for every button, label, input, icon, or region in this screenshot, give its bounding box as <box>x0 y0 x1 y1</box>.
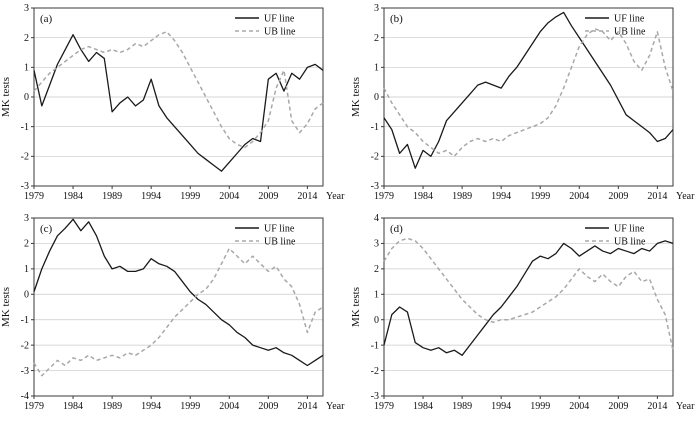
svg-text:-2: -2 <box>371 152 379 163</box>
svg-text:1979: 1979 <box>374 401 394 412</box>
svg-text:1999: 1999 <box>530 191 550 202</box>
svg-text:(b): (b) <box>390 13 403 25</box>
svg-text:0: 0 <box>374 92 379 103</box>
svg-text:-3: -3 <box>371 391 379 402</box>
svg-text:UB line: UB line <box>264 27 296 38</box>
panel-d-chart: -3 -2 -1 0 1 2 3 4 1979 1984 1989 1994 1999 2004 2009 2… <box>350 210 700 420</box>
svg-text:0: 0 <box>24 289 29 300</box>
svg-text:1989: 1989 <box>102 401 122 412</box>
svg-text:4: 4 <box>374 213 379 224</box>
svg-text:2: 2 <box>374 33 379 44</box>
svg-text:1999: 1999 <box>180 191 200 202</box>
svg-text:-2: -2 <box>21 152 29 163</box>
svg-text:UB line: UB line <box>264 237 296 248</box>
svg-text:UB line: UB line <box>614 27 646 38</box>
svg-text:2009: 2009 <box>258 191 278 202</box>
svg-text:1984: 1984 <box>63 191 83 202</box>
svg-text:Year: Year <box>326 191 345 202</box>
panel-a: -3 -2 -1 0 1 2 3 1979 1984 1989 1994 1999 2004 2009 20… <box>0 0 350 210</box>
svg-text:MK tests: MK tests <box>0 77 12 117</box>
svg-text:1979: 1979 <box>24 401 44 412</box>
svg-text:Year: Year <box>326 401 345 412</box>
svg-text:-2: -2 <box>371 366 379 377</box>
svg-text:1984: 1984 <box>413 401 433 412</box>
panel-d: -3 -2 -1 0 1 2 3 4 1979 1984 1989 1994 1999 2004 2009 2… <box>350 210 700 421</box>
svg-text:(a): (a) <box>40 13 53 25</box>
svg-text:1984: 1984 <box>413 191 433 202</box>
svg-text:1979: 1979 <box>374 191 394 202</box>
svg-text:2004: 2004 <box>569 401 589 412</box>
svg-text:2004: 2004 <box>219 191 239 202</box>
svg-text:3: 3 <box>24 213 29 224</box>
svg-text:-3: -3 <box>21 366 29 377</box>
svg-text:2009: 2009 <box>258 401 278 412</box>
panel-c-chart: -4 -3 -2 -1 0 1 2 3 1979 1984 1989 1994 1999 2004 2009… <box>0 210 350 420</box>
svg-text:2014: 2014 <box>297 401 317 412</box>
svg-text:2: 2 <box>24 33 29 44</box>
svg-text:1: 1 <box>24 63 29 74</box>
svg-text:2009: 2009 <box>608 401 628 412</box>
svg-text:0: 0 <box>374 315 379 326</box>
svg-text:-3: -3 <box>371 181 379 192</box>
svg-text:1979: 1979 <box>24 191 44 202</box>
svg-text:MK tests: MK tests <box>0 287 12 327</box>
svg-text:-2: -2 <box>21 340 29 351</box>
svg-text:1999: 1999 <box>180 401 200 412</box>
svg-text:1989: 1989 <box>452 191 472 202</box>
svg-text:2004: 2004 <box>569 191 589 202</box>
svg-text:2014: 2014 <box>297 191 317 202</box>
svg-text:1: 1 <box>374 289 379 300</box>
panel-c: -4 -3 -2 -1 0 1 2 3 1979 1984 1989 1994 1999 2004 2009… <box>0 210 350 421</box>
panel-a-chart: -3 -2 -1 0 1 2 3 1979 1984 1989 1994 1999 2004 2009 20… <box>0 0 350 210</box>
svg-text:1: 1 <box>374 63 379 74</box>
svg-text:2014: 2014 <box>647 191 667 202</box>
svg-text:0: 0 <box>24 92 29 103</box>
panel-b-chart: -3 -2 -1 0 1 2 3 1979 1984 1989 1994 1999 2004 2009 20… <box>350 0 700 210</box>
svg-text:1994: 1994 <box>491 401 511 412</box>
svg-text:-1: -1 <box>21 315 29 326</box>
svg-text:UB line: UB line <box>614 237 646 248</box>
svg-text:1999: 1999 <box>530 401 550 412</box>
svg-text:1989: 1989 <box>102 191 122 202</box>
svg-text:UF line: UF line <box>264 14 295 25</box>
svg-text:3: 3 <box>24 3 29 14</box>
svg-text:1994: 1994 <box>491 191 511 202</box>
svg-text:2004: 2004 <box>219 401 239 412</box>
svg-text:UF line: UF line <box>614 224 645 235</box>
svg-text:UF line: UF line <box>264 224 295 235</box>
svg-text:(c): (c) <box>40 223 53 235</box>
svg-text:(d): (d) <box>390 223 403 235</box>
svg-text:3: 3 <box>374 3 379 14</box>
svg-text:-4: -4 <box>21 391 29 402</box>
svg-text:-1: -1 <box>21 122 29 133</box>
svg-text:2014: 2014 <box>647 401 667 412</box>
svg-text:MK tests: MK tests <box>350 287 362 327</box>
svg-text:2: 2 <box>24 239 29 250</box>
svg-text:2: 2 <box>374 264 379 275</box>
panel-b: -3 -2 -1 0 1 2 3 1979 1984 1989 1994 1999 2004 2009 20… <box>350 0 700 210</box>
svg-text:2009: 2009 <box>608 191 628 202</box>
svg-text:UF line: UF line <box>614 14 645 25</box>
svg-text:-1: -1 <box>371 340 379 351</box>
svg-text:1984: 1984 <box>63 401 83 412</box>
svg-text:-3: -3 <box>21 181 29 192</box>
svg-text:Year: Year <box>676 401 695 412</box>
svg-text:3: 3 <box>374 239 379 250</box>
svg-text:1994: 1994 <box>141 191 161 202</box>
svg-text:MK tests: MK tests <box>350 77 362 117</box>
svg-text:1989: 1989 <box>452 401 472 412</box>
svg-text:1994: 1994 <box>141 401 161 412</box>
svg-text:-1: -1 <box>371 122 379 133</box>
svg-text:1: 1 <box>24 264 29 275</box>
svg-text:Year: Year <box>676 191 695 202</box>
